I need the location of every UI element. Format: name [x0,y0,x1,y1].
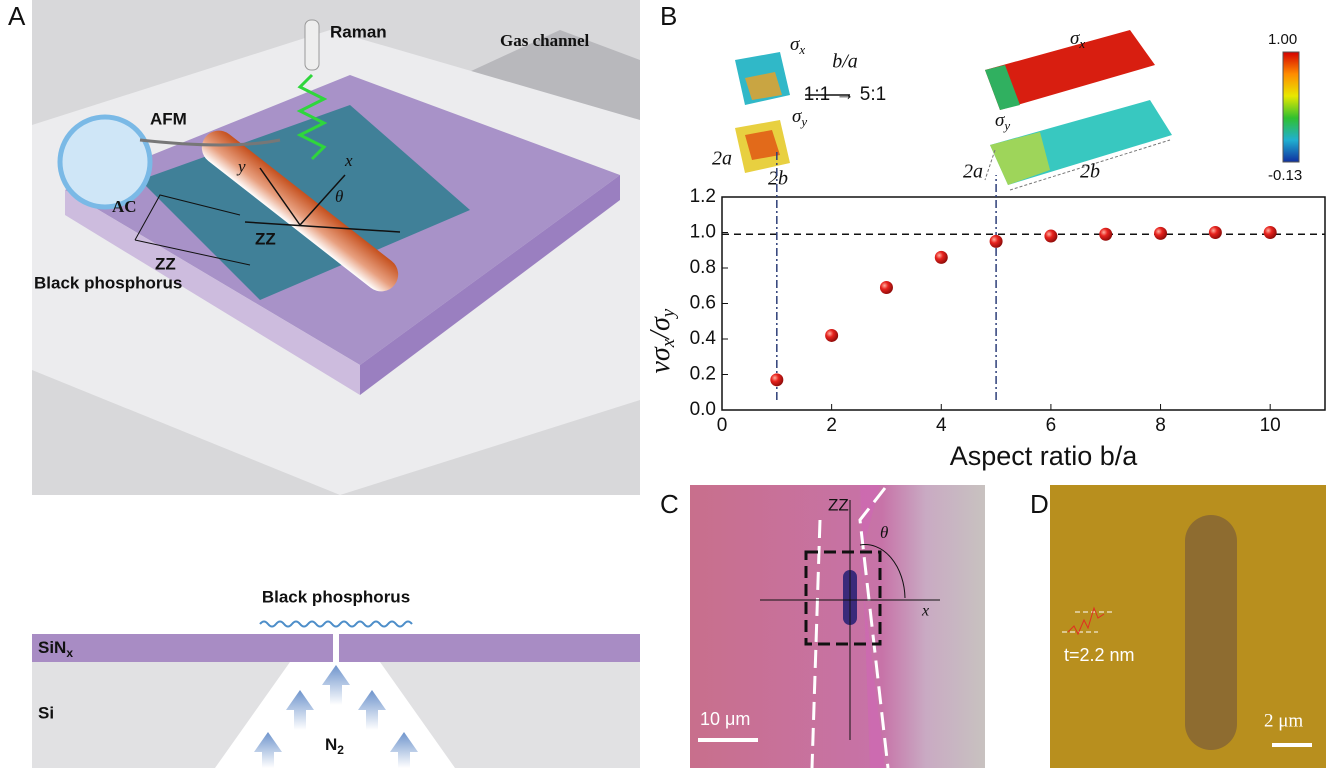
label: t=2.2 nm [1064,645,1135,665]
bp-sheet [260,622,412,627]
panel-a: A Raman Gas channel AFM x y θ ZZ AC ZZ B… [8,0,640,495]
point [880,281,893,294]
label: 2b [768,168,788,190]
x-tick-label: 8 [1155,415,1166,436]
label: σy [995,110,1010,133]
point [1099,228,1112,241]
label: ZZ [255,229,276,248]
panel-letter: C [660,489,679,519]
y-tick-label: 1.0 [690,222,716,243]
point [1044,230,1057,243]
label: θ [880,523,888,542]
y-tick-label: 0.0 [690,399,716,420]
sinx-layer [339,634,640,662]
panel-c: C ZZ θ x 10 μm [660,485,985,768]
x-tick-label: 4 [936,415,947,436]
point [1209,226,1222,239]
label: 2a [712,148,732,170]
figure: A Raman Gas channel AFM x y θ ZZ AC ZZ B… [0,0,1326,768]
subscript: x [1078,36,1085,51]
membrane [1185,515,1237,750]
label: 2a [963,161,983,183]
label: 1:1 → 5:1 [804,84,886,105]
plot: 0.0 0.2 0.4 0.6 0.8 1.0 1.2 0 2 4 6 8 10 Aspect ratio… [645,150,1325,471]
label: σx [1070,28,1085,51]
label: N [325,735,337,754]
subscript: 2 [337,743,344,757]
x-tick-label: 6 [1046,415,1057,436]
x-tick-label: 10 [1260,415,1281,436]
scale-label: 2 μm [1264,710,1303,731]
label: ZZ [155,254,176,273]
label: b/a [832,51,858,73]
x-tick-label: 0 [717,415,728,436]
sinx-layer [32,634,333,662]
label: σy [792,106,807,129]
cross-section: Black phosphorus SiNx Si N2 [32,587,640,768]
label: 2b [1080,161,1100,183]
scale-label: 10 μm [700,709,750,729]
label: Black phosphorus [262,587,410,606]
label: x [344,151,353,170]
label: Si [38,703,54,722]
subscript: x [798,42,805,57]
label: Raman [330,22,387,41]
label: AFM [150,109,187,128]
point [1264,226,1277,239]
label: AC [112,197,137,216]
label: νσ [645,346,676,373]
point [825,329,838,342]
y-tick-label: 0.8 [690,257,716,278]
y-tick-label: 0.6 [690,293,716,314]
x-tick-label: 2 [826,415,837,436]
point [990,235,1003,248]
y-tick-label: 0.2 [690,364,716,385]
label: ZZ [828,495,849,514]
y-tick-label: 0.4 [690,328,717,349]
colorbar [1283,52,1299,162]
subscript: y [658,308,679,319]
colorbar-label: 1.00 [1268,31,1297,48]
x-axis-label: Aspect ratio b/a [950,441,1139,471]
y-axis-label: νσx/σy [645,308,679,373]
subscript: y [1002,118,1010,133]
label: θ [335,187,343,206]
point [1154,227,1167,240]
subscript: y [799,114,807,129]
afm-tip-zoom [60,117,150,207]
panel-letter: B [660,1,677,31]
raman-probe [305,20,319,70]
point [770,373,783,386]
panel-d: D t=2.2 nm 2 μm [1030,485,1326,768]
point [935,251,948,264]
panel-letter: A [8,1,26,31]
panel-letter: D [1030,489,1049,519]
label: x [921,603,929,620]
y-tick-label: 1.2 [690,186,716,207]
stress-map [990,132,1050,185]
label: SiN [38,638,66,657]
label: y [236,157,246,176]
colorbar-label: -0.13 [1268,167,1302,184]
plot-frame [722,197,1325,410]
dimension [985,150,995,180]
label: Black phosphorus [34,273,182,292]
label: Gas channel [500,31,590,50]
label: /σ [645,316,676,341]
subscript: x [66,646,73,660]
label: σx [790,34,805,57]
panel-b-inset: B σx σy b/a 1:1 → 5:1 σx σy 2a 2b 2a 2b … [660,1,1302,190]
